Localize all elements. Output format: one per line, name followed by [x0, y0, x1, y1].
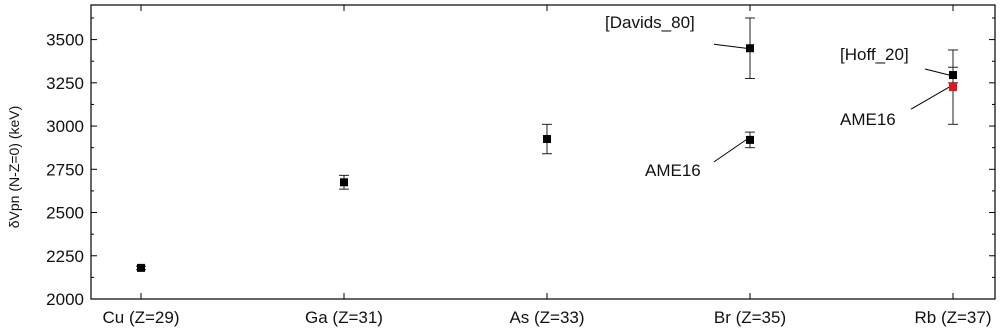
x-tick-label: Ga (Z=31): [305, 308, 383, 327]
plot-frame: [90, 4, 996, 300]
data-point: [746, 135, 754, 144]
annotation-label: AME16: [840, 110, 896, 129]
annotation-label: [Davids_80]: [605, 13, 695, 32]
y-tick-label: 2500: [46, 204, 84, 223]
annotation-leader: [713, 139, 747, 163]
data-point: [949, 71, 957, 80]
data-point: [137, 263, 145, 272]
x-tick-label: Cu (Z=29): [103, 308, 180, 327]
y-axis-title: δVpn (N-Z=0) (keV): [6, 106, 22, 229]
x-tick-label: Br (Z=35): [714, 308, 786, 327]
x-tick-label: Rb (Z=37): [915, 308, 992, 327]
data-point: [543, 135, 551, 144]
y-tick-label: 3000: [46, 117, 84, 136]
annotation-leader: [924, 68, 950, 76]
data-point: [949, 83, 957, 92]
y-tick-label: 3250: [46, 74, 84, 93]
x-tick-label: As (Z=33): [509, 308, 584, 327]
y-tick-label: 2000: [46, 290, 84, 309]
annotation-leader: [713, 43, 747, 49]
annotation-label: [Hoff_20]: [840, 45, 909, 64]
y-tick-label: 2750: [46, 160, 84, 179]
y-tick-label: 3500: [46, 31, 84, 50]
data-point: [746, 44, 754, 53]
annotation-leader: [910, 86, 950, 110]
y-tick-label: 2250: [46, 247, 84, 266]
annotation-label: AME16: [645, 161, 701, 180]
data-point: [340, 178, 348, 187]
